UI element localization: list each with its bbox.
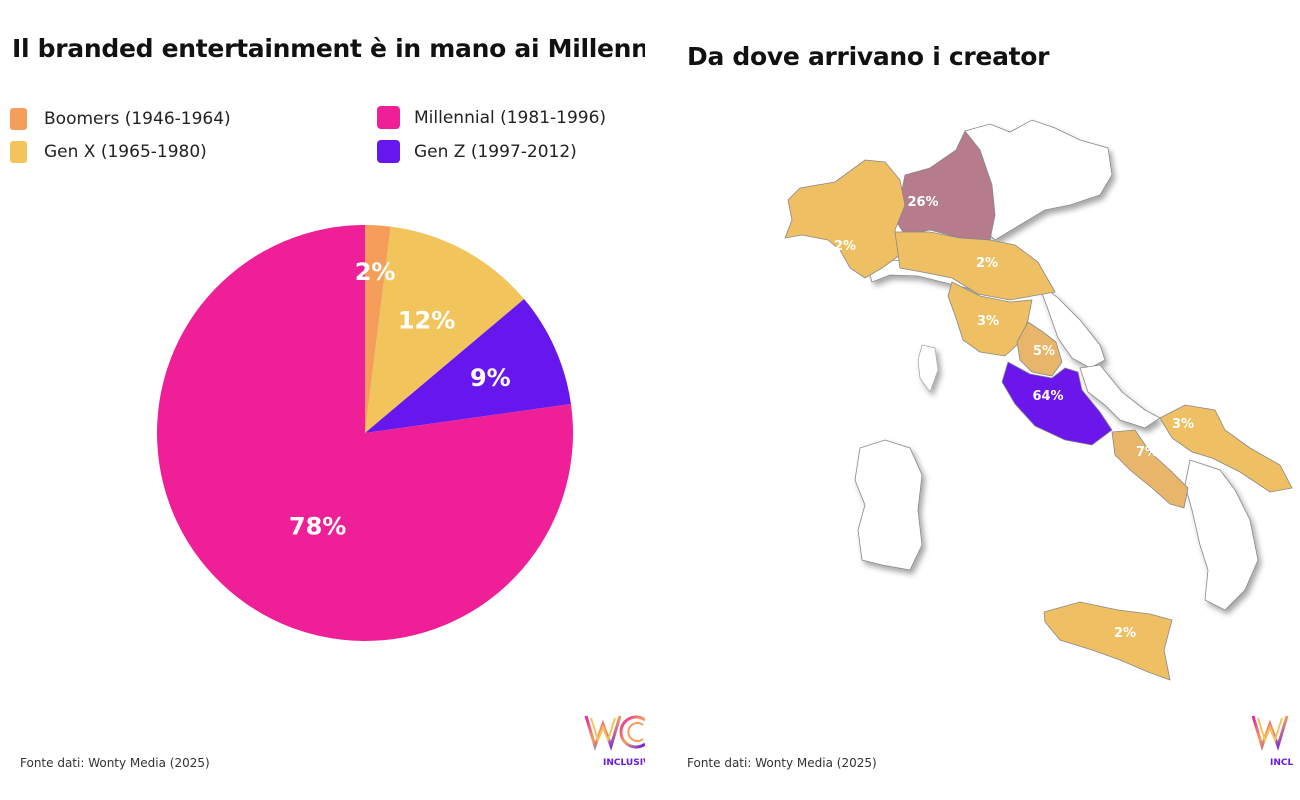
wonty-logo-map: INCL (1250, 710, 1300, 774)
map-label-umbria: 5% (1033, 344, 1055, 359)
pie-chart-title: Il branded entertainment è in mano ai Mi… (12, 34, 645, 63)
region-piemonte (784, 159, 906, 279)
legend-swatch-genz (377, 140, 400, 163)
pie-label-genx: 12% (398, 307, 455, 335)
region-emilia-romagna (894, 231, 1056, 301)
data-source-note-map: Fonte dati: Wonty Media (2025) (687, 756, 877, 770)
region-toscana (947, 281, 1033, 357)
legend-label-millennial: Millennial (1981-1996) (414, 107, 607, 128)
region-umbria (1016, 321, 1063, 377)
pie-slice-genx (365, 226, 525, 433)
map-label-puglia: 3% (1172, 417, 1194, 432)
map-panel: Da dove arrivano i creator 26% 2% 2% 3% 5% 64… (660, 0, 1300, 800)
map-title: Da dove arrivano i creator (687, 42, 1050, 71)
region-sicilia (1043, 601, 1173, 681)
svg-text:INCL: INCL (1270, 758, 1293, 768)
legend-item-genx: Gen X (1965-1980) (10, 141, 207, 163)
pie-slice-genz (365, 299, 571, 433)
pie-chart: 2%12% 9% 78% (157, 225, 573, 642)
pie-label-genz: 9% (470, 364, 511, 392)
legend-item-boomers: Boomers (1946-1964) (10, 108, 231, 130)
map-label-sicilia: 2% (1114, 626, 1136, 641)
wonty-logo: INCLUSIV (583, 710, 645, 774)
legend-swatch-millennial (377, 106, 400, 129)
legend-label-genz: Gen Z (1997-2012) (414, 141, 577, 162)
legend-item-millennial: Millennial (1981-1996) (377, 106, 606, 129)
map-label-campania: 7% (1136, 445, 1158, 460)
region-campania (1111, 429, 1189, 509)
map-label-lombardia: 26% (907, 195, 938, 210)
legend-label-boomers: Boomers (1946-1964) (44, 109, 231, 129)
pie-label-boomers: 2% (355, 258, 396, 286)
svg-text:INCLUSIV: INCLUSIV (603, 758, 645, 768)
map-label-toscana: 3% (977, 314, 999, 329)
region-puglia (1159, 404, 1293, 493)
region-calabria (1184, 459, 1259, 611)
region-sardegna (854, 439, 923, 571)
legend-swatch-genx (10, 141, 27, 163)
map-label-piemonte: 2% (834, 239, 856, 254)
legend-item-genz: Gen Z (1997-2012) (377, 140, 577, 163)
italy-map: 26% 2% 2% 3% 5% 64% 3% 7% 2% (784, 119, 1293, 681)
region-lazio (1001, 361, 1113, 446)
region-abruzzo (1079, 364, 1161, 429)
legend-label-genx: Gen X (1965-1980) (44, 142, 207, 162)
region-corsica (917, 344, 939, 393)
map-label-emilia-romagna: 2% (976, 256, 998, 271)
pie-label-millennial: 78% (289, 513, 346, 541)
legend-swatch-boomers (10, 108, 27, 130)
data-source-note: Fonte dati: Wonty Media (2025) (20, 756, 210, 770)
region-marche (1037, 280, 1106, 369)
pie-chart-panel: Il branded entertainment è in mano ai Mi… (0, 0, 645, 800)
pie-slice-millennial (157, 225, 573, 642)
pie-slice-boomers (365, 225, 391, 433)
map-label-lazio: 64% (1032, 389, 1063, 404)
